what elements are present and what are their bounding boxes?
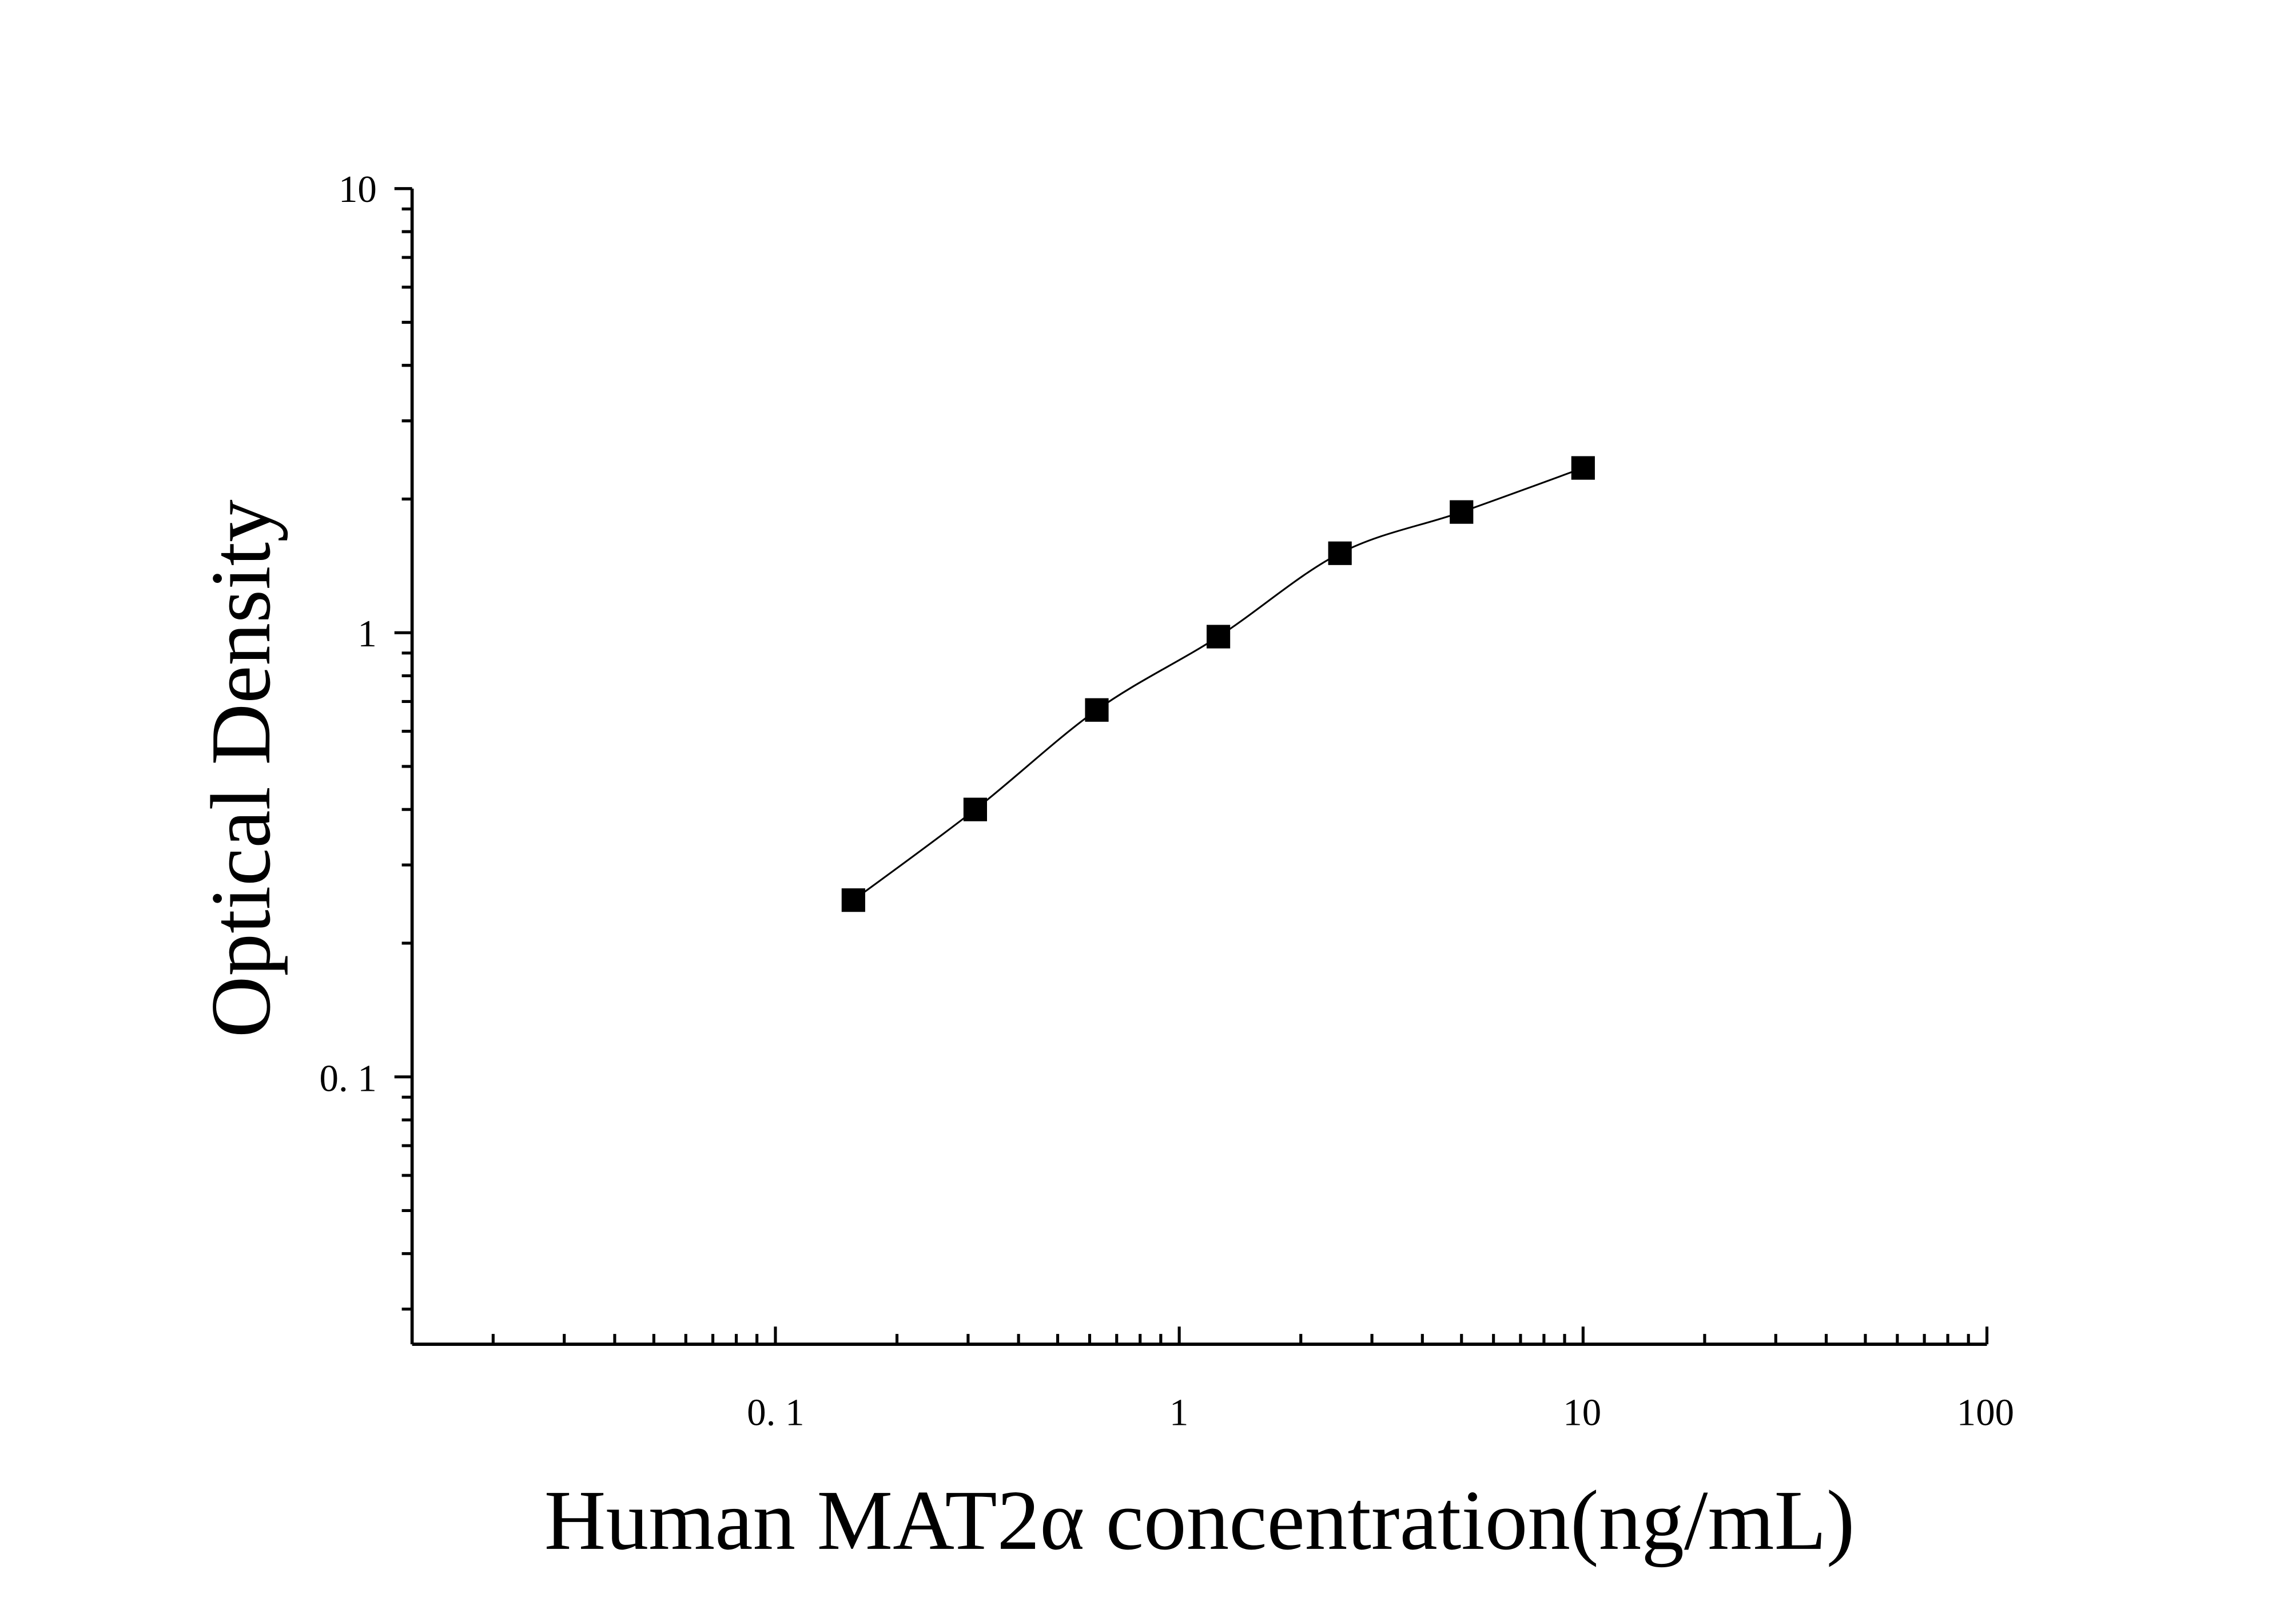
x-tick-label: 0. 1: [747, 1392, 804, 1434]
data-point: [1328, 541, 1352, 565]
y-tick-label: 1: [357, 613, 376, 655]
data-point: [841, 888, 865, 912]
data-point: [1571, 456, 1595, 480]
data-point: [1450, 500, 1474, 524]
axes: [410, 188, 1987, 1346]
x-axis-label: Human MAT2α concentration(ng/mL): [544, 1473, 1855, 1568]
y-tick-label: 10: [339, 168, 377, 210]
x-tick-label: 1: [1169, 1392, 1188, 1434]
y-axis-label: Optical Density: [194, 499, 288, 1038]
y-tick-label: 0. 1: [320, 1057, 377, 1099]
fit-curve: [853, 467, 1583, 901]
data-point: [1206, 625, 1231, 649]
x-tick-label: 100: [1957, 1392, 2014, 1434]
data-point: [963, 797, 987, 821]
x-tick-label: 10: [1563, 1392, 1601, 1434]
data-point: [1085, 698, 1109, 722]
